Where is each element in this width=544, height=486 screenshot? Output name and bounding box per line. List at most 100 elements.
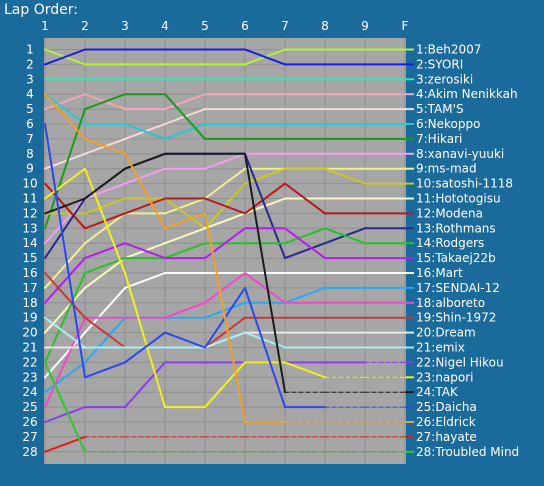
series-segment xyxy=(44,48,86,66)
y-tick-label: 6 xyxy=(26,117,34,131)
series-segment xyxy=(244,152,286,394)
y-tick-label: 25 xyxy=(22,400,37,414)
y-tick-label: 12 xyxy=(22,206,37,220)
series-segment xyxy=(164,93,206,111)
series-segment xyxy=(284,242,326,260)
series-segment xyxy=(244,152,286,260)
series-segment xyxy=(204,212,246,423)
series-segment xyxy=(84,182,126,200)
series-segment xyxy=(204,152,246,170)
y-tick-label: 9 xyxy=(26,162,34,176)
chart-title: Lap Order: xyxy=(4,2,78,18)
series-segment xyxy=(84,361,126,379)
series-segment xyxy=(84,316,126,349)
series-segment xyxy=(324,227,366,245)
y-tick-label: 17 xyxy=(22,281,37,295)
series-segment xyxy=(204,331,246,349)
series-segment xyxy=(124,152,166,230)
series-segment xyxy=(84,137,126,155)
series-segment xyxy=(244,182,286,215)
series-segment xyxy=(204,301,246,319)
series-segment xyxy=(204,197,246,215)
x-tick-label: 4 xyxy=(161,19,169,33)
y-tick-label: 1 xyxy=(26,43,34,57)
series-segment xyxy=(44,123,86,379)
series-segment xyxy=(204,361,246,409)
legend-entry: 17:SENDAI-12 xyxy=(416,281,500,295)
series-segment xyxy=(124,331,166,364)
series-segment xyxy=(164,301,206,319)
series-lines xyxy=(44,48,414,453)
y-tick-label: 5 xyxy=(26,102,34,116)
legend-entry: 6:Nekoppo xyxy=(416,117,480,131)
legend-entry: 8:xanavi-yuuki xyxy=(416,147,504,161)
plot-background xyxy=(44,38,406,464)
series-segment xyxy=(284,286,326,304)
y-tick-label: 10 xyxy=(22,177,37,191)
legend-entry: 27:hayate xyxy=(416,430,477,444)
series-segment xyxy=(44,197,86,215)
series-segment xyxy=(44,93,86,111)
series-segment xyxy=(284,227,326,260)
series-segment xyxy=(44,406,86,423)
series-segment xyxy=(44,257,86,304)
series-segment xyxy=(44,197,86,245)
y-tick-label: 13 xyxy=(22,221,37,235)
series-segment xyxy=(324,167,366,185)
series-segment xyxy=(124,361,166,409)
series-segment xyxy=(124,123,166,140)
series-segment xyxy=(44,108,86,230)
y-tick-label: 4 xyxy=(26,87,34,101)
legend-entry: 21:emix xyxy=(416,341,465,355)
legend-entry: 5:TAM'S xyxy=(416,102,464,116)
x-tick-label: 1 xyxy=(41,19,49,33)
legend-entry: 2:SYORI xyxy=(416,57,463,71)
series-segment xyxy=(164,197,206,230)
y-tick-label: 21 xyxy=(22,341,37,355)
series-segment xyxy=(44,316,86,349)
series-segment xyxy=(124,167,166,185)
legend-entry: 26:Eldrick xyxy=(416,415,476,429)
series-segment xyxy=(124,242,166,260)
series-segment xyxy=(164,123,206,140)
y-tick-label: 8 xyxy=(26,147,34,161)
series-segment xyxy=(84,93,126,111)
legend-entry: 16:Mart xyxy=(416,266,463,280)
series-segment xyxy=(44,361,86,453)
x-tick-label: 3 xyxy=(121,19,129,33)
x-tick-label: F xyxy=(402,19,409,33)
series-segment xyxy=(284,227,326,245)
series-segment xyxy=(84,212,126,245)
legend-entry: 23:napori xyxy=(416,370,474,384)
series-segment xyxy=(124,197,166,215)
series-segment xyxy=(44,197,86,260)
x-tick-label: 6 xyxy=(241,19,249,33)
legend-entry: 14:Rodgers xyxy=(416,236,484,250)
series-segment xyxy=(284,361,326,379)
x-tick-label: 9 xyxy=(361,19,369,33)
y-tick-label: 23 xyxy=(22,370,37,384)
y-tick-label: 27 xyxy=(22,430,37,444)
series-segment xyxy=(124,272,166,409)
series-segment xyxy=(164,227,206,245)
series-segment xyxy=(284,182,326,215)
legend-entry: 20:Dream xyxy=(416,326,476,340)
y-tick-label: 22 xyxy=(22,355,37,369)
legend-entry: 9:ms-mad xyxy=(416,162,477,176)
series-segment xyxy=(244,286,286,409)
x-tick-label: 2 xyxy=(81,19,89,33)
series-segment xyxy=(124,272,166,289)
series-segment xyxy=(164,331,206,349)
y-tick-label: 18 xyxy=(22,296,37,310)
y-tick-label: 26 xyxy=(22,415,37,429)
y-tick-label: 14 xyxy=(22,236,37,250)
legend-entry: 12:Modena xyxy=(416,206,483,220)
y-tick-label: 15 xyxy=(22,251,37,265)
legend-entry: 3:zerosiki xyxy=(416,72,473,86)
series-segment xyxy=(44,435,86,453)
series-segment xyxy=(44,167,86,200)
series-segment xyxy=(164,212,206,230)
y-tick-label: 11 xyxy=(22,192,37,206)
